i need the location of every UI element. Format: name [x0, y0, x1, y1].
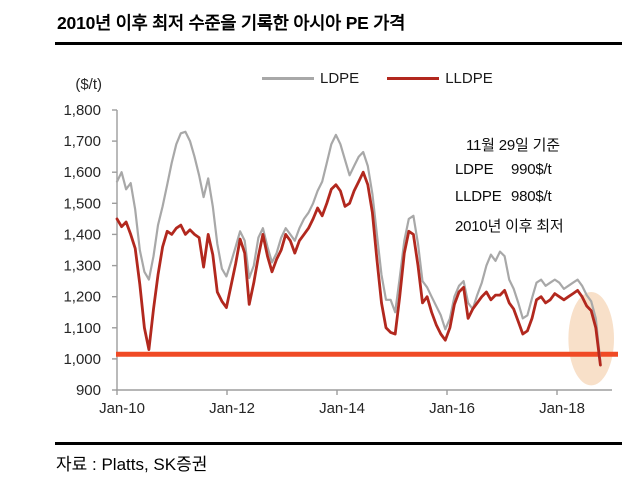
chart-legend: LDPE LLDPE — [262, 70, 493, 87]
y-tick-label: 1,400 — [63, 226, 101, 243]
lldpe-price-line — [115, 170, 602, 367]
annotation-ldpe-row: LDPE 990$/t — [455, 161, 552, 178]
footer-divider — [55, 442, 622, 445]
y-axis-unit-label: ($/t) — [75, 76, 102, 93]
y-tick-label: 1,000 — [63, 351, 101, 368]
legend-item-ldpe: LDPE — [262, 70, 359, 87]
record-low-highlight-ellipse — [568, 292, 614, 386]
annotation-ldpe-value: 990$/t — [510, 161, 552, 178]
x-tick-label: Jan-10 — [99, 400, 145, 417]
annotation-ldpe-label: LDPE — [455, 161, 494, 178]
page-title: 2010년 이후 최저 수준을 기록한 아시아 PE 가격 — [57, 13, 406, 33]
x-tick-label: Jan-12 — [209, 400, 255, 417]
y-tick-label: 1,500 — [63, 195, 101, 212]
x-tick-label: Jan-18 — [539, 400, 585, 417]
legend-item-lldpe: LLDPE — [387, 70, 493, 87]
title-underline — [55, 42, 622, 45]
annotation-record-low-note: 2010년 이후 최저 — [455, 218, 564, 235]
annotation-lldpe-label: LLDPE — [455, 188, 502, 205]
lldpe-line-swatch-icon — [387, 77, 440, 80]
x-tick-label: Jan-14 — [319, 400, 365, 417]
legend-label-ldpe: LDPE — [320, 70, 360, 87]
y-tick-label: 1,600 — [63, 164, 101, 181]
ldpe-line-swatch-icon — [262, 77, 314, 80]
annotation-lldpe-row: LLDPE 980$/t — [455, 188, 552, 205]
annotation-lldpe-value: 980$/t — [510, 188, 552, 205]
x-tick-label: Jan-16 — [429, 400, 475, 417]
source-note: 자료 : Platts, SK증권 — [56, 455, 208, 474]
legend-label-lldpe: LLDPE — [445, 70, 493, 87]
y-tick-label: 1,100 — [63, 320, 101, 337]
annotation-date-heading: 11월 29일 기준 — [466, 137, 560, 154]
y-tick-label: 900 — [76, 382, 101, 399]
y-tick-label: 1,800 — [63, 102, 101, 119]
y-tick-label: 1,300 — [63, 258, 101, 275]
ldpe-price-line — [115, 130, 602, 364]
y-tick-label: 1,200 — [63, 289, 101, 306]
y-tick-label: 1,700 — [63, 133, 101, 150]
